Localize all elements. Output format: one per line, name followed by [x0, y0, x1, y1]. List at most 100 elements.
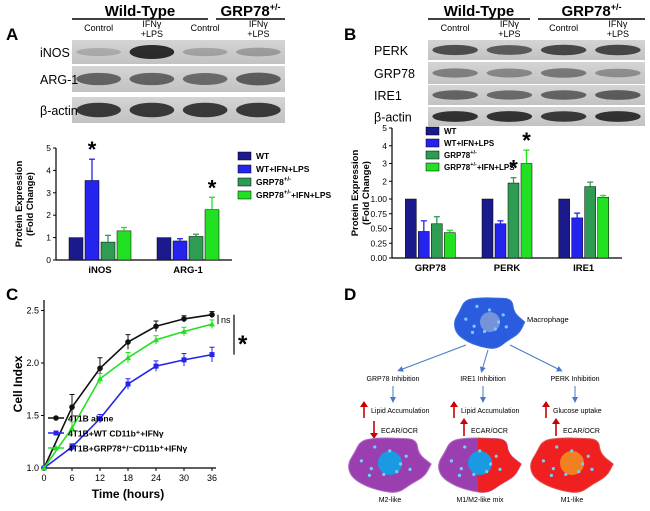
data-point — [153, 363, 159, 369]
y-tick-label: 1.00 — [370, 194, 387, 204]
x-tick-label: 18 — [123, 473, 133, 483]
legend-swatch — [425, 162, 440, 172]
mix-granule — [489, 462, 493, 466]
legend-swatch — [237, 164, 252, 174]
mix-granule — [463, 445, 467, 449]
data-point — [69, 424, 75, 431]
blot-b-label: PERK — [374, 44, 409, 58]
macrophage-granule — [475, 304, 479, 308]
blot-b-row3-band — [595, 111, 641, 122]
legend-label-sup: +/- — [284, 190, 291, 196]
bar-ARG-1-1 — [172, 240, 188, 261]
data-point — [181, 328, 187, 334]
macrophage-granule — [470, 330, 475, 335]
legend-label: WT — [256, 151, 270, 161]
y-axis-label: Protein Expression — [14, 161, 25, 248]
panel-letter-d: D — [344, 285, 356, 304]
bar-ARG-1-2 — [188, 236, 204, 261]
m2-nucleus — [378, 451, 402, 475]
significance-star: * — [522, 128, 531, 153]
mix-cell-right — [478, 438, 522, 493]
blot-b-row0-membrane — [428, 40, 645, 60]
data-point — [125, 381, 131, 387]
y-tick-label: 0 — [46, 255, 51, 265]
data-point — [181, 316, 187, 322]
legend-label-rest: +IFN+LPS — [477, 163, 515, 172]
bar-iNOS-1 — [84, 180, 100, 261]
macrophage-granule — [504, 325, 508, 329]
up-arrow-head — [450, 401, 458, 407]
legend-label: WT — [444, 127, 457, 136]
bar-GRP78-0 — [405, 198, 417, 259]
blot-a-group-header-base: GRP78 — [221, 3, 270, 20]
blot-b-row1-membrane — [428, 62, 645, 84]
blot-b-row3-band — [486, 111, 533, 122]
data-point — [41, 464, 47, 471]
category-label: IRE1 — [573, 263, 595, 274]
inhibition-label: IRE1 Inhibition — [460, 376, 506, 383]
bar-PERK-1 — [494, 223, 507, 259]
blot-a-lane-label-lps: +LPS — [247, 29, 269, 39]
legend-label: WT+IFN+LPS — [444, 139, 495, 148]
up-arrow-head — [460, 418, 468, 424]
macrophage-granule — [493, 327, 497, 331]
bar-IRE1-0 — [558, 198, 570, 259]
legend-label: GRP78+/- — [444, 150, 477, 160]
legend-label: 4T1B alone — [68, 414, 114, 424]
blot-a-row2-band — [129, 102, 175, 118]
blot-b-lane-label-lps: +LPS — [607, 29, 629, 39]
mix-granule — [449, 459, 454, 463]
x-tick-label: 0 — [41, 473, 46, 483]
legend-label-base: GRP78 — [444, 163, 471, 172]
legend-swatch — [425, 138, 440, 148]
m1-granule — [581, 462, 585, 466]
ecar-label: ECAR/OCR — [471, 428, 508, 435]
blot-b-lane-label-control: Control — [549, 23, 578, 33]
legend-label-rest: +IFN+LPS — [291, 190, 331, 200]
y-tick-label: 4 — [46, 165, 51, 175]
data-point — [97, 375, 103, 382]
data-point — [209, 311, 215, 318]
mix-granule — [478, 449, 482, 453]
macrophage-granule — [482, 329, 487, 334]
data-point — [153, 336, 159, 343]
blot-b-row0-band — [486, 45, 533, 55]
blot-a-row0-band — [76, 47, 121, 57]
x-tick-label: 36 — [207, 473, 217, 483]
blot-b-row1-band — [432, 68, 478, 78]
up-arrow-head — [542, 401, 550, 407]
bar-IRE1-2 — [584, 186, 596, 259]
y-tick-label: 2 — [382, 176, 387, 186]
blot-b-row2-membrane — [428, 85, 645, 105]
data-point — [97, 365, 103, 372]
blot-a-row2-band — [76, 102, 121, 118]
blot-b-row1-band — [540, 68, 587, 78]
blot-a-label: iNOS — [40, 46, 70, 60]
phenotype-label: M1-like — [561, 497, 584, 504]
blot-b-row2-band — [486, 90, 533, 100]
x-axis-label: Time (hours) — [92, 487, 164, 501]
pathway-arrow — [397, 344, 467, 372]
legend-swatch — [237, 177, 252, 187]
blot-a-lane-label-ifn: IFNγ — [249, 19, 268, 29]
blot-a-row0-band — [236, 47, 281, 57]
panel-letter-b: B — [344, 25, 356, 44]
m1-granule — [590, 467, 594, 471]
m1-granule — [570, 449, 574, 453]
m2-granule — [395, 470, 399, 474]
bar-PERK-0 — [481, 198, 494, 259]
y-axis-label: Cell Index — [11, 355, 25, 412]
y-tick-label: 4 — [382, 141, 387, 151]
panel-letter-c: C — [6, 285, 18, 304]
bar-GRP78-3 — [444, 232, 456, 259]
blot-a-group-header: Wild-Type — [105, 3, 175, 20]
category-label: PERK — [494, 263, 521, 274]
blot-b-group-header: Wild-Type — [444, 3, 514, 20]
macrophage-granule — [487, 308, 492, 312]
blot-b-row1-band — [486, 68, 533, 78]
blot-b-lane-label-control: Control — [441, 23, 470, 33]
blot-b-row0-band — [540, 44, 587, 56]
effect-label: Lipid Accumulation — [461, 408, 519, 415]
